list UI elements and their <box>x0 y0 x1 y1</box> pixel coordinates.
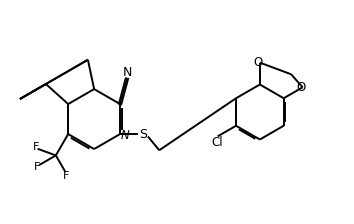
Text: Cl: Cl <box>211 136 223 149</box>
Text: O: O <box>296 81 306 94</box>
Text: F: F <box>63 171 70 181</box>
Text: O: O <box>253 56 263 69</box>
Text: F: F <box>33 142 39 152</box>
Text: F: F <box>34 162 41 172</box>
Text: N: N <box>122 66 132 79</box>
Text: S: S <box>139 127 147 140</box>
Text: N: N <box>120 129 129 142</box>
